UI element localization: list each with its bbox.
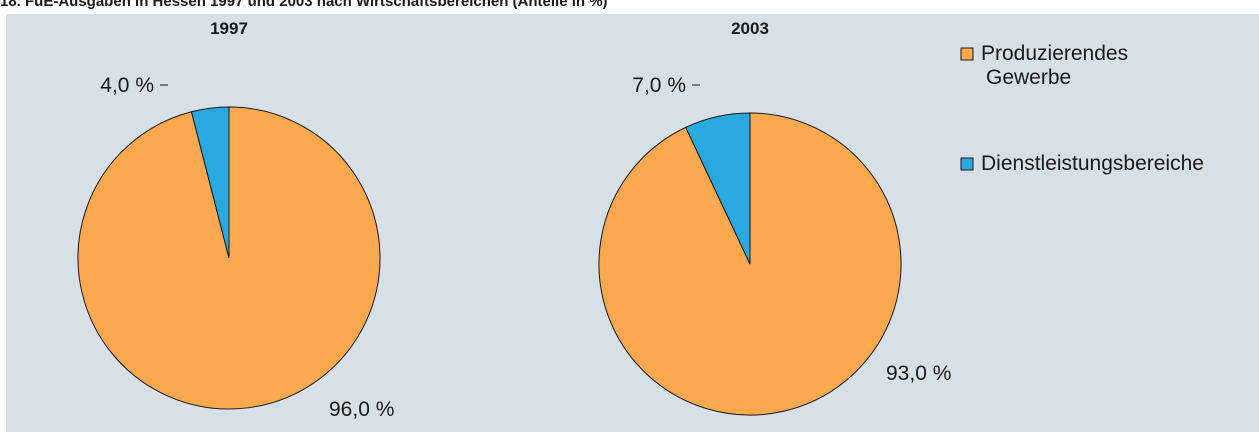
chart-panel: 1997 4,0 % 96,0 % 2003 7,0 % 93,0 % Prod… (6, 14, 1259, 432)
chart-legend: Produzierendes Gewerbe Dienstleistungsbe… (960, 42, 1204, 175)
slice-label-1997-produzierendes: 96,0 % (329, 398, 394, 421)
slice-label-2003-produzierendes: 93,0 % (886, 362, 951, 385)
legend-label-produzierendes: Produzierendes (981, 42, 1128, 65)
pie-slice-1997-dienstleistung (190, 106, 230, 259)
legend-label-dienstleistung: Dienstleistungsbereiche (981, 152, 1204, 175)
pie-slices-2003 (598, 112, 902, 416)
pie-charts-svg: 1997 4,0 % 96,0 % 2003 7,0 % 93,0 % Prod… (77, 19, 1204, 421)
pie-title-1997: 1997 (210, 19, 248, 38)
pie-chart-2003: 2003 7,0 % 93,0 % (598, 19, 951, 416)
pie-chart-1997: 1997 4,0 % 96,0 % (77, 19, 394, 421)
legend-swatch-produzierendes (960, 47, 974, 61)
legend-label-produzierendes-line2: Gewerbe (986, 66, 1071, 89)
chart-header-title: 18. FuE-Ausgaben in Hessen 1997 und 2003… (0, 0, 608, 10)
slice-label-1997-dienstleistung: 4,0 % (100, 74, 154, 97)
slice-label-2003-dienstleistung: 7,0 % (632, 74, 686, 97)
pie-title-2003: 2003 (731, 19, 769, 38)
pie-slice-2003-dienstleistung (685, 112, 751, 265)
pie-slices-1997 (77, 106, 381, 410)
legend-swatch-dienstleistung (960, 157, 974, 171)
